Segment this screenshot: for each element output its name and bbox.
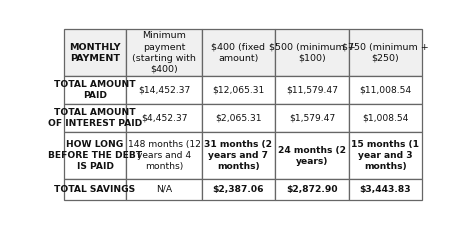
Bar	[127, 29, 202, 76]
Bar	[275, 132, 349, 179]
Text: $14,452.37: $14,452.37	[138, 86, 190, 94]
Text: HOW LONG
BEFORE THE DEBT
IS PAID: HOW LONG BEFORE THE DEBT IS PAID	[48, 140, 142, 171]
Text: $1,579.47: $1,579.47	[289, 114, 335, 123]
Bar	[275, 76, 349, 104]
Text: 31 months (2
years and 7
months): 31 months (2 years and 7 months)	[204, 140, 273, 171]
Bar	[64, 179, 127, 200]
Bar	[64, 104, 127, 132]
Bar	[275, 29, 349, 76]
Bar	[127, 132, 202, 179]
Text: MONTHLY
PAYMENT: MONTHLY PAYMENT	[69, 42, 121, 63]
Bar	[349, 29, 422, 76]
Bar	[349, 104, 422, 132]
Bar	[202, 29, 275, 76]
Text: $2,387.06: $2,387.06	[213, 185, 264, 194]
Bar	[127, 76, 202, 104]
Text: 24 months (2
years): 24 months (2 years)	[278, 146, 346, 166]
Bar	[127, 179, 202, 200]
Text: $4,452.37: $4,452.37	[141, 114, 187, 123]
Bar	[275, 104, 349, 132]
Bar	[349, 132, 422, 179]
Text: 148 months (12
years and 4
months): 148 months (12 years and 4 months)	[128, 140, 201, 171]
Text: TOTAL AMOUNT
OF INTEREST PAID: TOTAL AMOUNT OF INTEREST PAID	[48, 108, 142, 128]
Text: $750 (minimum +
$250): $750 (minimum + $250)	[342, 42, 429, 63]
Text: $1,008.54: $1,008.54	[362, 114, 409, 123]
Text: $3,443.83: $3,443.83	[360, 185, 411, 194]
Bar	[64, 76, 127, 104]
Text: $11,008.54: $11,008.54	[359, 86, 411, 94]
Text: $12,065.31: $12,065.31	[212, 86, 264, 94]
Text: $400 (fixed
amount): $400 (fixed amount)	[211, 42, 265, 63]
Text: $500 (minimum +
$100): $500 (minimum + $100)	[269, 42, 356, 63]
Bar	[64, 29, 127, 76]
Text: TOTAL AMOUNT
PAID: TOTAL AMOUNT PAID	[54, 80, 136, 100]
Text: 15 months (1
year and 3
months): 15 months (1 year and 3 months)	[351, 140, 419, 171]
Bar	[202, 104, 275, 132]
Text: N/A: N/A	[156, 185, 172, 194]
Bar	[275, 179, 349, 200]
Text: $2,065.31: $2,065.31	[215, 114, 262, 123]
Text: $2,872.90: $2,872.90	[286, 185, 338, 194]
Bar	[349, 76, 422, 104]
Bar	[127, 104, 202, 132]
Text: $11,579.47: $11,579.47	[286, 86, 338, 94]
Text: TOTAL SAVINGS: TOTAL SAVINGS	[55, 185, 136, 194]
Text: Minimum
payment
(starting with
$400): Minimum payment (starting with $400)	[132, 32, 196, 74]
Bar	[349, 179, 422, 200]
Bar	[202, 132, 275, 179]
Bar	[202, 76, 275, 104]
Bar	[64, 132, 127, 179]
Bar	[202, 179, 275, 200]
